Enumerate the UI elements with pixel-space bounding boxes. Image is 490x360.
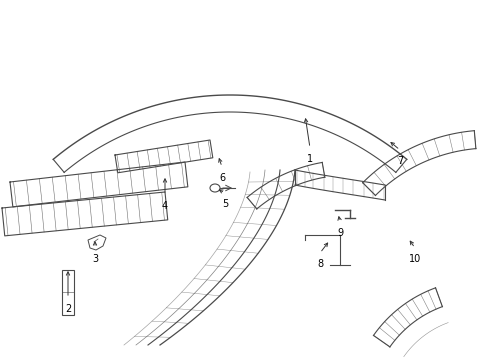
Text: 3: 3 — [92, 254, 98, 264]
Text: 9: 9 — [337, 228, 343, 238]
Text: 7: 7 — [397, 156, 403, 166]
Text: 6: 6 — [219, 173, 225, 183]
Text: 5: 5 — [222, 199, 228, 209]
Bar — [62, 270, 74, 315]
Text: 10: 10 — [409, 254, 421, 264]
Text: 4: 4 — [162, 201, 168, 211]
Text: 1: 1 — [307, 154, 313, 164]
Text: 2: 2 — [65, 304, 71, 314]
Text: 8: 8 — [317, 259, 323, 269]
